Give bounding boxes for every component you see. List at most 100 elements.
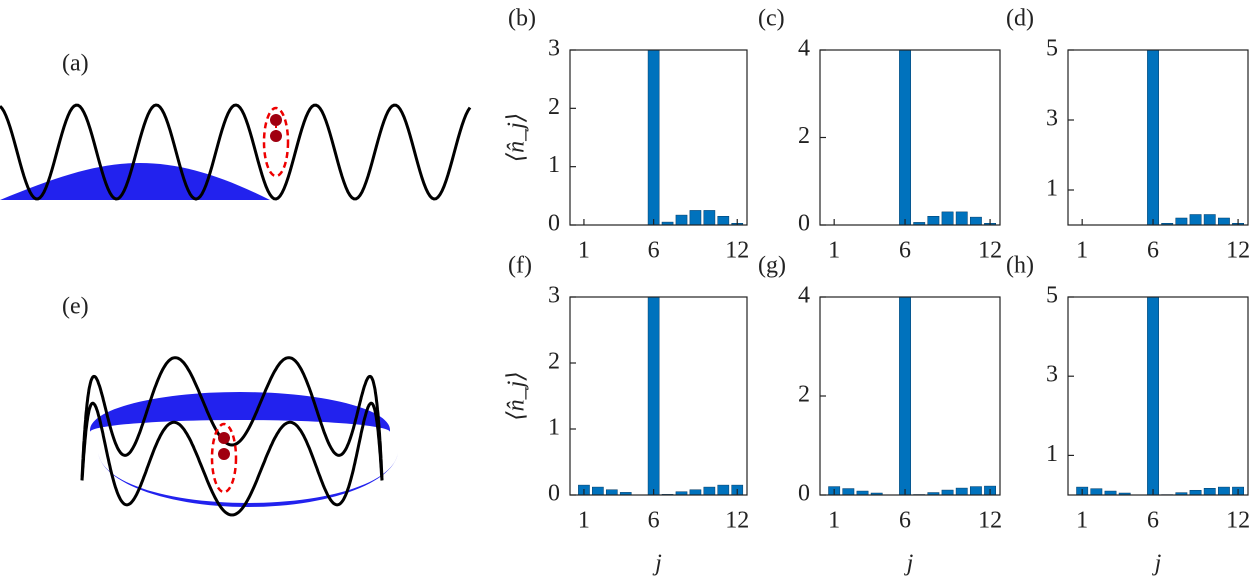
y-tick-label: 2 xyxy=(548,94,560,120)
bar xyxy=(1189,214,1202,225)
y-tick-label: 2 xyxy=(798,382,810,408)
y-tick-label: 5 xyxy=(1046,283,1058,309)
panel-label: (e) xyxy=(62,294,89,320)
x-tick-label: 1 xyxy=(1076,508,1088,534)
x-tick-label: 1 xyxy=(578,238,590,264)
y-tick-label: 0 xyxy=(798,481,810,507)
y-tick-label: 3 xyxy=(1046,362,1058,388)
panel-label: (h) xyxy=(1006,253,1034,279)
bar xyxy=(1161,223,1174,225)
panel-label: (b) xyxy=(508,6,536,32)
y-tick-label: 3 xyxy=(1046,106,1058,132)
bar xyxy=(703,486,716,495)
bar xyxy=(1175,217,1188,225)
bar xyxy=(955,211,968,225)
bar xyxy=(913,222,926,225)
y-tick-label: 4 xyxy=(798,36,810,62)
bar xyxy=(941,211,954,225)
x-tick-label: 6 xyxy=(1147,238,1159,264)
y-tick-label: 2 xyxy=(548,349,560,375)
bar xyxy=(842,488,855,495)
pair-ellipse xyxy=(262,106,290,178)
y-axis-label: ⟨n̂_j⟩ xyxy=(504,371,530,420)
bar xyxy=(1203,488,1216,495)
plot-area xyxy=(647,50,744,225)
plot-area xyxy=(899,50,996,225)
x-tick-label: 6 xyxy=(899,508,911,534)
bar xyxy=(1104,490,1117,495)
x-tick-label: 12 xyxy=(725,508,749,534)
y-tick-label: 0 xyxy=(798,211,810,237)
bar xyxy=(703,210,716,225)
bar xyxy=(969,486,982,495)
bar xyxy=(605,489,618,495)
y-tick-label: 4 xyxy=(798,283,810,309)
axes-box xyxy=(569,49,748,226)
pair-ellipse xyxy=(210,422,238,494)
x-axis-label: j xyxy=(1152,551,1162,577)
panel-label: (d) xyxy=(1006,6,1034,32)
bar xyxy=(955,487,968,495)
x-tick-label: 1 xyxy=(828,238,840,264)
bar xyxy=(647,50,660,225)
panel-label: (g) xyxy=(758,253,786,279)
bar xyxy=(675,214,688,225)
x-tick-label: 6 xyxy=(899,238,911,264)
y-tick-label: 1 xyxy=(548,152,560,178)
panel-label: (f) xyxy=(508,253,532,279)
x-tick-label: 12 xyxy=(1226,508,1250,534)
bar xyxy=(647,297,660,495)
y-tick-label: 0 xyxy=(548,481,560,507)
particle xyxy=(218,448,230,460)
x-tick-label: 1 xyxy=(828,508,840,534)
axes-box xyxy=(1067,49,1249,226)
y-tick-label: 3 xyxy=(548,283,560,309)
panel-label: (c) xyxy=(758,6,785,32)
y-tick-label: 1 xyxy=(1046,441,1058,467)
particle xyxy=(218,432,230,444)
x-tick-label: 6 xyxy=(648,508,660,534)
plot-area xyxy=(828,297,996,495)
bar xyxy=(941,489,954,495)
bar xyxy=(689,210,702,225)
bar xyxy=(675,491,688,495)
bar xyxy=(592,486,604,495)
y-tick-label: 0 xyxy=(548,211,560,237)
x-tick-label: 6 xyxy=(1147,508,1159,534)
axes-box xyxy=(1067,296,1249,496)
x-axis-label: j xyxy=(652,551,662,577)
bar xyxy=(1147,50,1159,225)
bar xyxy=(927,216,940,225)
x-tick-label: 1 xyxy=(578,508,590,534)
x-tick-label: 12 xyxy=(725,238,749,264)
bar xyxy=(969,216,982,225)
bar xyxy=(1203,214,1216,225)
y-tick-label: 5 xyxy=(1046,36,1058,62)
bar xyxy=(717,484,730,495)
x-tick-label: 6 xyxy=(648,238,660,264)
x-tick-label: 1 xyxy=(1076,238,1088,264)
particle xyxy=(270,130,282,142)
density-hump xyxy=(0,163,270,200)
bar xyxy=(1090,488,1103,495)
y-tick-label: 2 xyxy=(798,123,810,149)
plot-area xyxy=(578,297,744,495)
plot-area xyxy=(1147,50,1244,225)
x-tick-label: 12 xyxy=(978,508,1002,534)
bar xyxy=(717,216,730,225)
lattice-potential xyxy=(0,103,472,201)
y-tick-label: 1 xyxy=(1046,176,1058,202)
y-tick-label: 3 xyxy=(548,36,560,62)
x-tick-label: 12 xyxy=(978,238,1002,264)
y-axis-label: ⟨n̂_j⟩ xyxy=(504,113,530,162)
bar xyxy=(1217,217,1230,225)
plot-area xyxy=(1076,297,1244,495)
y-tick-label: 1 xyxy=(548,415,560,441)
axes-box xyxy=(569,296,748,496)
bar xyxy=(856,490,869,495)
bar xyxy=(899,50,911,225)
bar xyxy=(1217,486,1230,495)
x-axis-label: j xyxy=(904,551,914,577)
panel-label: (a) xyxy=(62,51,89,77)
